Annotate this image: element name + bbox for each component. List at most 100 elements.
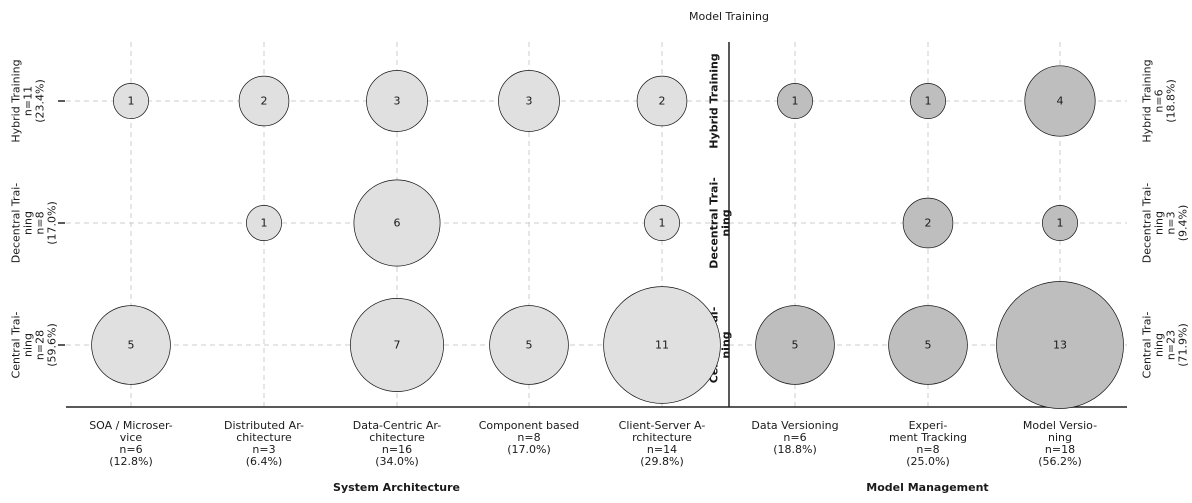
y-tick-label-right: Central Trai- [1141, 312, 1154, 379]
x-tick-label: chitecture [369, 431, 425, 444]
x-axis-label: Model Management [866, 481, 988, 494]
x-tick-label: n=8 [916, 443, 939, 456]
bubble-point[interactable] [996, 281, 1124, 409]
y-tick-label-right: ning [1153, 211, 1166, 235]
bubble-point[interactable] [1024, 65, 1096, 137]
x-tick-label: n=14 [647, 443, 677, 456]
y-row-label-inner: ning [720, 331, 733, 358]
bubble-point[interactable] [113, 83, 149, 119]
bubble-point[interactable] [777, 83, 813, 119]
y-tick-label-right: (18.8%) [1165, 79, 1178, 123]
bubble-point[interactable] [489, 305, 569, 385]
y-tick-label-right: n=23 [1165, 330, 1178, 360]
x-tick-label: ment Tracking [889, 431, 967, 444]
x-tick-label: n=6 [783, 431, 806, 444]
x-tick-label: (12.8%) [109, 455, 153, 468]
y-tick-label-right: Decentral Trai- [1141, 183, 1154, 264]
bubble-point[interactable] [636, 75, 688, 127]
x-axis-label: System Architecture [333, 481, 460, 494]
x-tick-label: Data Versioning [751, 419, 838, 432]
bubble-value-label: 13 [1053, 339, 1067, 352]
y-tick-label-left: n=28 [34, 330, 47, 360]
x-tick-label: n=16 [382, 443, 412, 456]
y-tick-label-left: (23.4%) [34, 79, 47, 123]
y-tick-label-left: (17.0%) [46, 201, 59, 245]
x-tick-label: Component based [479, 419, 580, 432]
y-tick-label-right: ning [1153, 333, 1166, 357]
y-row-label-inner: ning [720, 209, 733, 236]
x-tick-label: Distributed Ar- [224, 419, 304, 432]
bubble-value-label: 4 [1057, 95, 1064, 108]
x-tick-label: Model Versio- [1023, 419, 1097, 432]
y-tick-label-right: (71.9%) [1177, 323, 1190, 367]
y-tick-label-left: n=8 [34, 211, 47, 234]
x-tick-label: (34.0%) [375, 455, 419, 468]
bubble-value-label: 2 [659, 95, 666, 108]
bubble-point[interactable] [755, 305, 835, 385]
bubble-value-label: 3 [394, 95, 401, 108]
bubble-point[interactable] [644, 205, 680, 241]
bubble-point[interactable] [246, 205, 282, 241]
y-tick-label-left: ning [22, 333, 35, 357]
x-tick-label: n=18 [1045, 443, 1075, 456]
bubble-value-label: 1 [1057, 217, 1064, 230]
y-tick-label-right: n=6 [1153, 89, 1166, 112]
bubble-point[interactable] [902, 197, 954, 249]
y-tick-label-left: Hybrid Training [10, 59, 23, 142]
bubble-value-label: 5 [128, 339, 135, 352]
x-tick-label: (17.0%) [507, 443, 551, 456]
bubble-point[interactable] [353, 179, 441, 267]
x-tick-label: chitecture [236, 431, 292, 444]
bubble-point[interactable] [238, 75, 290, 127]
y-tick-label-left: ning [22, 211, 35, 235]
y-tick-label-right: (9.4%) [1177, 205, 1190, 242]
x-tick-label: SOA / Microser- [89, 419, 173, 432]
bubble-point[interactable] [350, 298, 444, 392]
bubble-value-label: 5 [792, 339, 799, 352]
bubble-value-label: 1 [925, 95, 932, 108]
x-tick-label: ning [1048, 431, 1072, 444]
x-tick-label: (6.4%) [246, 455, 283, 468]
x-tick-label: (18.8%) [773, 443, 817, 456]
x-tick-label: n=6 [119, 443, 142, 456]
bubble-value-label: 1 [261, 217, 268, 230]
bubble-point[interactable] [498, 70, 560, 132]
x-tick-label: (25.0%) [906, 455, 950, 468]
x-tick-label: vice [120, 431, 143, 444]
bubble-value-label: 7 [394, 339, 401, 352]
bubble-point[interactable] [91, 305, 171, 385]
x-tick-label: Experi- [909, 419, 948, 432]
bubble-point[interactable] [910, 83, 946, 119]
y-tick-label-right: Hybrid Training [1141, 59, 1154, 142]
bubble-value-label: 5 [526, 339, 533, 352]
bubble-point[interactable] [1042, 205, 1078, 241]
y-tick-label-left: Decentral Trai- [10, 183, 23, 264]
bubble-value-label: 1 [792, 95, 799, 108]
y-row-label-inner: Decentral Trai- [708, 177, 721, 269]
chart-title: Model Training [689, 10, 769, 23]
y-tick-label-left: n=11 [22, 86, 35, 116]
bubble-value-label: 2 [261, 95, 268, 108]
bubble-point[interactable] [888, 305, 968, 385]
x-tick-label: (56.2%) [1038, 455, 1082, 468]
bubble-value-label: 1 [128, 95, 135, 108]
bubble-value-label: 1 [659, 217, 666, 230]
x-tick-label: Client-Server A- [619, 419, 706, 432]
bubble-point[interactable] [603, 286, 721, 404]
x-tick-label: rchitecture [632, 431, 692, 444]
x-tick-label: (29.8%) [640, 455, 684, 468]
bubble-value-label: 3 [526, 95, 533, 108]
bubble-value-label: 2 [925, 217, 932, 230]
y-row-label-inner: Hybrid Training [708, 53, 721, 148]
y-tick-label-right: n=3 [1165, 211, 1178, 234]
x-tick-label: n=8 [517, 431, 540, 444]
x-tick-label: Data-Centric Ar- [353, 419, 441, 432]
bubble-value-label: 11 [655, 339, 669, 352]
bubble-value-label: 6 [394, 217, 401, 230]
y-tick-label-left: Central Trai- [10, 312, 23, 379]
y-tick-label-left: (59.6%) [46, 323, 59, 367]
x-tick-label: n=3 [252, 443, 275, 456]
bubble-point[interactable] [366, 70, 428, 132]
